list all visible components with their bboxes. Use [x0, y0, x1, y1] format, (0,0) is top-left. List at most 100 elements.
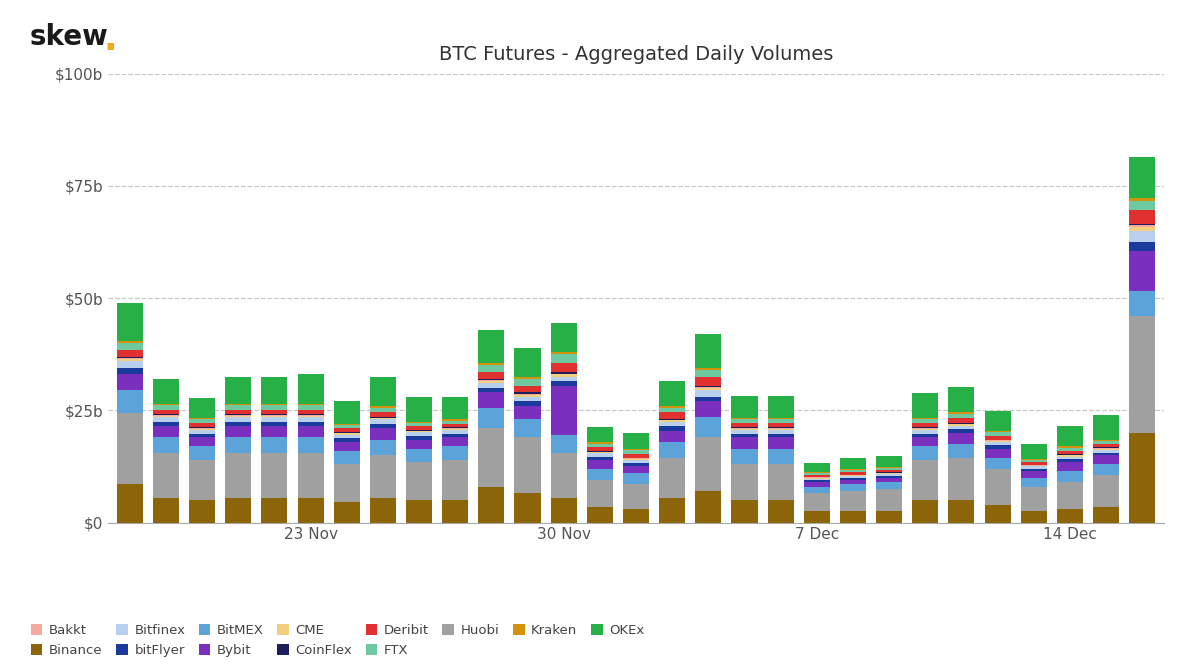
Bar — [948, 429, 974, 433]
Bar — [768, 423, 793, 427]
Bar — [334, 438, 360, 442]
Bar — [334, 502, 360, 523]
Bar — [515, 386, 540, 393]
Bar — [695, 397, 721, 401]
Bar — [840, 491, 866, 511]
Bar — [587, 427, 613, 442]
Bar — [190, 419, 215, 423]
Bar — [1129, 433, 1156, 523]
Bar — [912, 430, 938, 433]
Bar — [406, 432, 432, 436]
Bar — [804, 478, 830, 480]
Bar — [804, 463, 830, 472]
Bar — [623, 473, 649, 484]
Bar — [551, 498, 577, 523]
Bar — [298, 453, 324, 498]
Bar — [768, 448, 793, 464]
Bar — [298, 405, 324, 410]
Bar — [840, 470, 866, 472]
Bar — [623, 460, 649, 464]
Bar — [1129, 242, 1156, 251]
Bar — [152, 405, 179, 410]
Bar — [515, 406, 540, 419]
Bar — [551, 373, 577, 374]
Bar — [1129, 316, 1156, 433]
Bar — [912, 446, 938, 460]
Bar — [948, 414, 974, 419]
Bar — [442, 419, 468, 421]
Bar — [985, 442, 1010, 446]
Bar — [262, 426, 287, 438]
Bar — [551, 363, 577, 373]
Bar — [262, 453, 287, 498]
Bar — [948, 412, 974, 414]
Bar — [732, 429, 757, 430]
Bar — [985, 458, 1010, 469]
Bar — [334, 401, 360, 424]
Bar — [1129, 210, 1156, 224]
Bar — [912, 429, 938, 430]
Bar — [551, 354, 577, 363]
Bar — [479, 373, 504, 379]
Bar — [370, 440, 396, 456]
Bar — [515, 379, 540, 386]
Bar — [515, 401, 540, 406]
Bar — [442, 424, 468, 427]
Bar — [442, 397, 468, 419]
Bar — [226, 498, 251, 523]
Text: .: . — [103, 23, 116, 58]
Bar — [442, 430, 468, 433]
Bar — [1093, 441, 1120, 444]
Bar — [948, 458, 974, 500]
Bar — [804, 473, 830, 474]
Bar — [659, 407, 685, 412]
Bar — [262, 421, 287, 426]
Bar — [334, 464, 360, 502]
Bar — [587, 469, 613, 480]
Bar — [116, 368, 143, 375]
Bar — [695, 401, 721, 417]
Bar — [732, 500, 757, 523]
Bar — [1057, 426, 1082, 446]
Bar — [406, 500, 432, 523]
Bar — [298, 416, 324, 417]
Bar — [623, 433, 649, 449]
Bar — [587, 444, 613, 447]
Bar — [732, 433, 757, 438]
Bar — [985, 436, 1010, 440]
Bar — [334, 432, 360, 433]
Bar — [226, 405, 251, 410]
Bar — [479, 388, 504, 393]
Bar — [262, 404, 287, 405]
Bar — [551, 352, 577, 354]
Bar — [479, 363, 504, 366]
Bar — [1093, 444, 1120, 447]
Bar — [948, 425, 974, 429]
Bar — [226, 426, 251, 438]
Bar — [262, 377, 287, 404]
Bar — [1093, 447, 1120, 448]
Bar — [551, 377, 577, 381]
Bar — [152, 417, 179, 421]
Bar — [948, 424, 974, 425]
Bar — [406, 448, 432, 462]
Bar — [116, 343, 143, 350]
Bar — [623, 466, 649, 473]
Bar — [1093, 452, 1120, 456]
Bar — [985, 432, 1010, 436]
Bar — [515, 377, 540, 379]
Bar — [551, 375, 577, 377]
Bar — [1021, 462, 1046, 465]
Bar — [1093, 448, 1120, 450]
Bar — [659, 406, 685, 407]
Bar — [116, 361, 143, 368]
Bar — [732, 438, 757, 448]
Bar — [1129, 227, 1156, 230]
Bar — [551, 374, 577, 375]
Bar — [659, 412, 685, 419]
Bar — [732, 464, 757, 500]
Bar — [370, 406, 396, 407]
Bar — [1129, 198, 1156, 201]
Bar — [659, 498, 685, 523]
Bar — [948, 500, 974, 523]
